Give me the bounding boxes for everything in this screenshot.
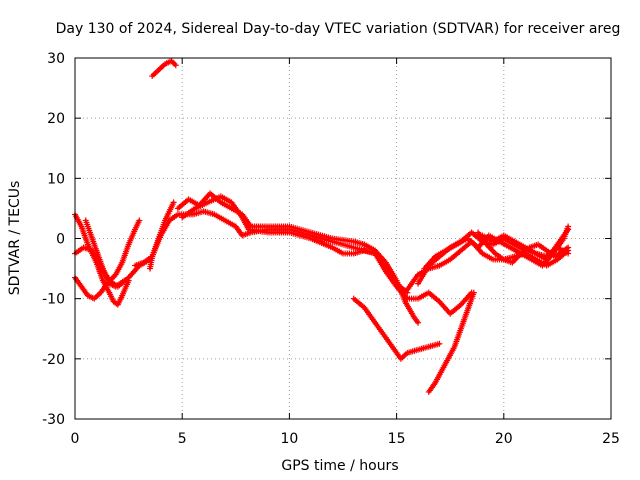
- series-track-6: [132, 208, 475, 317]
- series-markers: [82, 217, 128, 290]
- series-markers: [179, 193, 411, 296]
- series-track-7: [174, 190, 422, 326]
- axis-ticks: [74, 57, 612, 420]
- series-markers: [174, 190, 422, 326]
- series-markers: [479, 232, 572, 260]
- series-track-16: [479, 232, 572, 260]
- x-tick-label: 15: [388, 431, 406, 447]
- y-axis-label: SDTVAR / TECUs: [7, 181, 23, 296]
- series-track-4: [82, 217, 128, 290]
- x-tick-label: 10: [280, 431, 298, 447]
- x-axis-label: GPS time / hours: [281, 458, 398, 474]
- series-markers: [149, 58, 179, 80]
- x-tick-label: 20: [495, 431, 513, 447]
- series-markers: [425, 289, 477, 395]
- y-tick-label: -20: [42, 352, 65, 368]
- series-track-11: [425, 289, 477, 395]
- y-tick-label: -10: [42, 292, 65, 308]
- x-tick-label: 5: [178, 431, 187, 447]
- series-markers: [132, 208, 475, 317]
- y-tick-label: 0: [56, 232, 65, 248]
- y-tick-label: -30: [42, 412, 65, 428]
- series-track-14: [421, 223, 572, 272]
- data-layer: [72, 58, 572, 395]
- y-tick-labels: -30 -20 -10 0 10 20 30: [42, 51, 65, 428]
- grid-lines: [75, 58, 611, 419]
- series-track-8: [179, 193, 411, 296]
- series-line: [180, 195, 409, 294]
- x-tick-label: 25: [602, 431, 620, 447]
- y-tick-label: 20: [47, 111, 65, 127]
- series-track-10: [350, 295, 443, 362]
- x-tick-label: 0: [71, 431, 80, 447]
- series-markers: [421, 223, 572, 272]
- y-tick-label: 30: [47, 51, 65, 67]
- series-track-9: [149, 58, 179, 80]
- chart-title: Day 130 of 2024, Sidereal Day-to-day VTE…: [56, 21, 621, 37]
- series-markers: [350, 295, 443, 362]
- x-tick-labels: 0 5 10 15 20 25: [71, 431, 620, 447]
- y-tick-label: 10: [47, 171, 65, 187]
